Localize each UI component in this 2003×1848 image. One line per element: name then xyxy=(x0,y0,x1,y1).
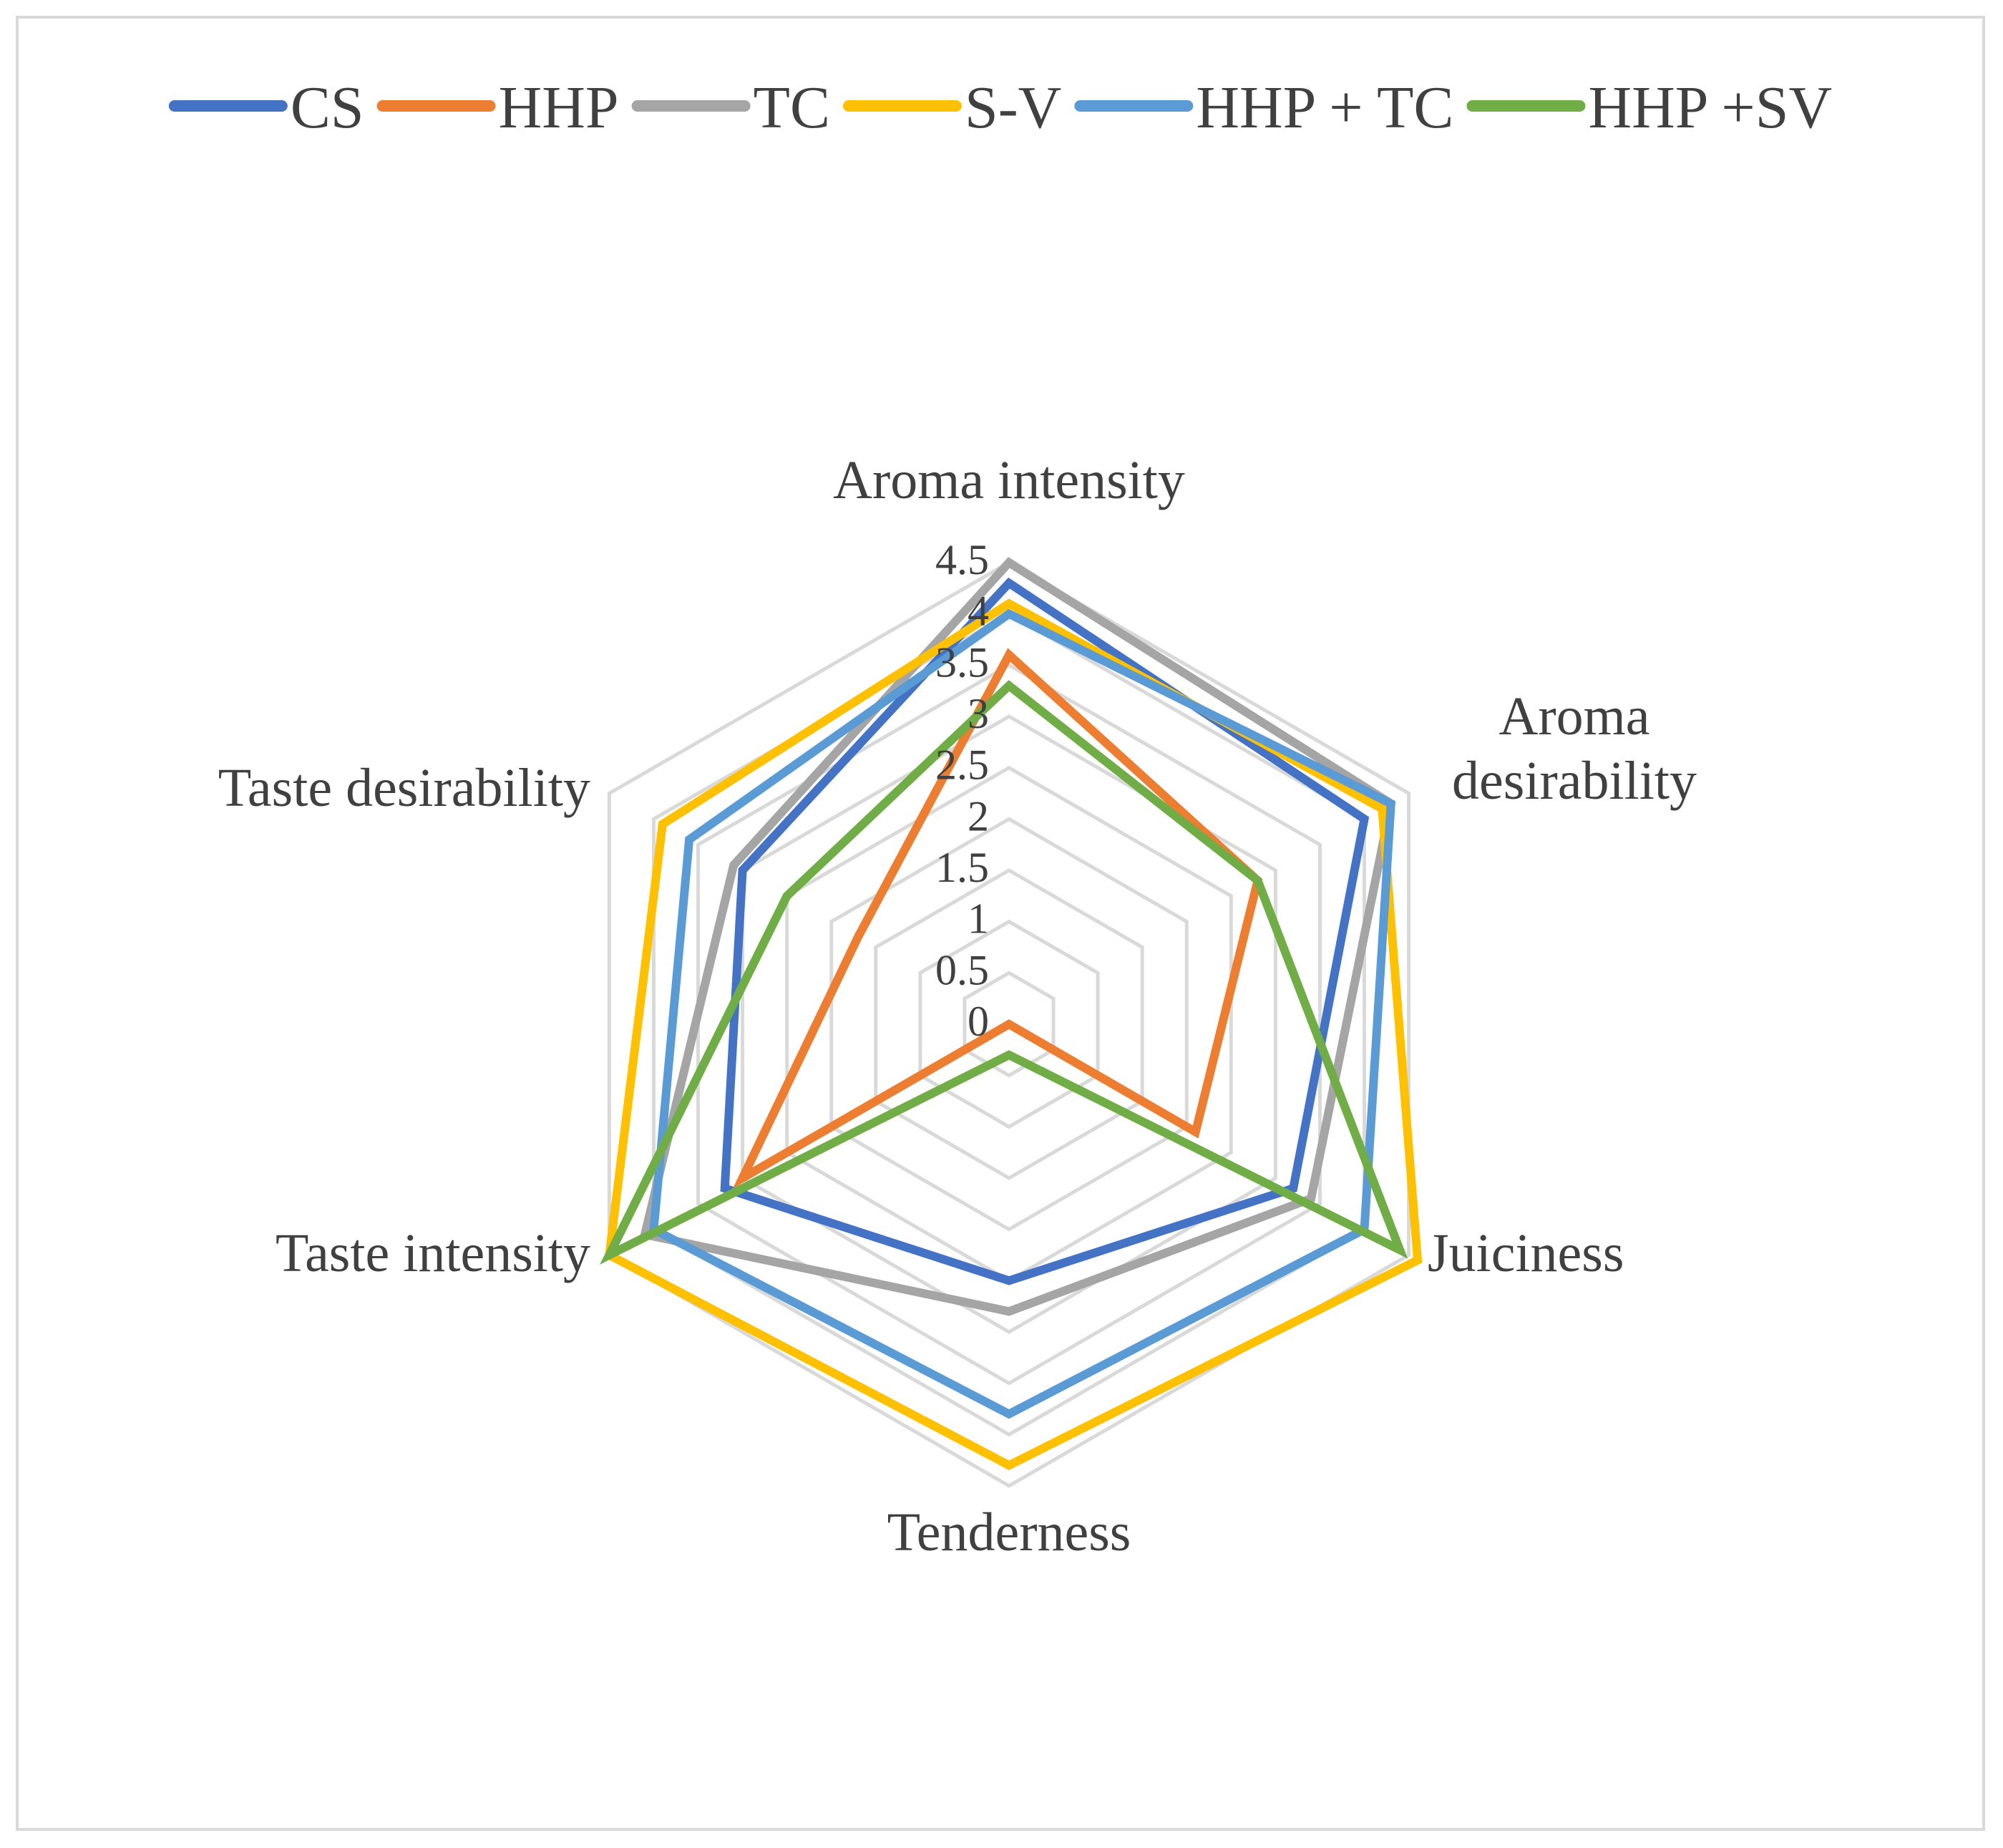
axis-label: Taste desirability xyxy=(218,758,590,818)
tick-label: 4.5 xyxy=(935,536,989,583)
grid-ring xyxy=(962,971,1056,1078)
tick-label: 2 xyxy=(968,792,989,840)
radar-chart: 00.511.522.533.544.5 Aroma intensityArom… xyxy=(168,74,1832,1562)
series-line-4 xyxy=(649,608,1395,1419)
series-lines xyxy=(600,557,1423,1471)
legend-item-1: HHP xyxy=(376,74,619,141)
legend-label: TC xyxy=(754,74,830,141)
tick-label: 1 xyxy=(968,895,989,943)
tick-labels: 0 0.511.522.533.54 4.5 xyxy=(935,536,989,1045)
grid-ring xyxy=(829,817,1189,1232)
legend-label: HHP xyxy=(499,74,619,141)
grid-ring xyxy=(607,560,1411,1488)
tick-label: 0 xyxy=(968,998,989,1045)
legend-item-5: HHP +SV xyxy=(1466,74,1832,141)
chart-frame: 0 0.5 1 1.5 2 2.5 3 3.5 4 4.5 Aroma intensity Arom… xyxy=(16,16,1985,1831)
grid-ring xyxy=(874,868,1144,1180)
tick-label: 2.5 xyxy=(935,741,989,789)
legend-item-4: HHP + TC xyxy=(1074,74,1453,141)
legend-item-2: TC xyxy=(631,74,830,141)
grid-ring xyxy=(918,919,1100,1129)
tick-label: 0.5 xyxy=(935,946,989,993)
axis-label: Tenderness xyxy=(887,1502,1131,1562)
legend-item-3: S-V xyxy=(842,74,1061,141)
legend-item-0: CS xyxy=(168,74,364,141)
series-line-5 xyxy=(600,680,1408,1265)
legend-label: HHP + TC xyxy=(1196,74,1453,141)
tick-label: 3 xyxy=(968,690,989,737)
tick-label: 4 xyxy=(968,588,989,635)
tick-label: 1.5 xyxy=(935,844,989,891)
axis-label: desirability xyxy=(1452,751,1697,811)
axis-label: Aroma intensity xyxy=(833,450,1185,510)
grid-ring xyxy=(696,663,1322,1386)
legend-label: CS xyxy=(291,74,364,141)
axis-label: Juiciness xyxy=(1428,1223,1624,1283)
legend-label: HHP +SV xyxy=(1588,74,1832,141)
tick-label: 3.5 xyxy=(935,638,989,686)
series-line-0 xyxy=(720,577,1370,1285)
axis-label: Taste intensity xyxy=(276,1223,590,1283)
axis-label: Aroma xyxy=(1498,686,1649,747)
legend: CS HHP TC S-V HHP + TC HHP +SV xyxy=(168,74,1832,141)
legend-label: S-V xyxy=(965,74,1061,141)
series-line-3 xyxy=(604,598,1423,1471)
